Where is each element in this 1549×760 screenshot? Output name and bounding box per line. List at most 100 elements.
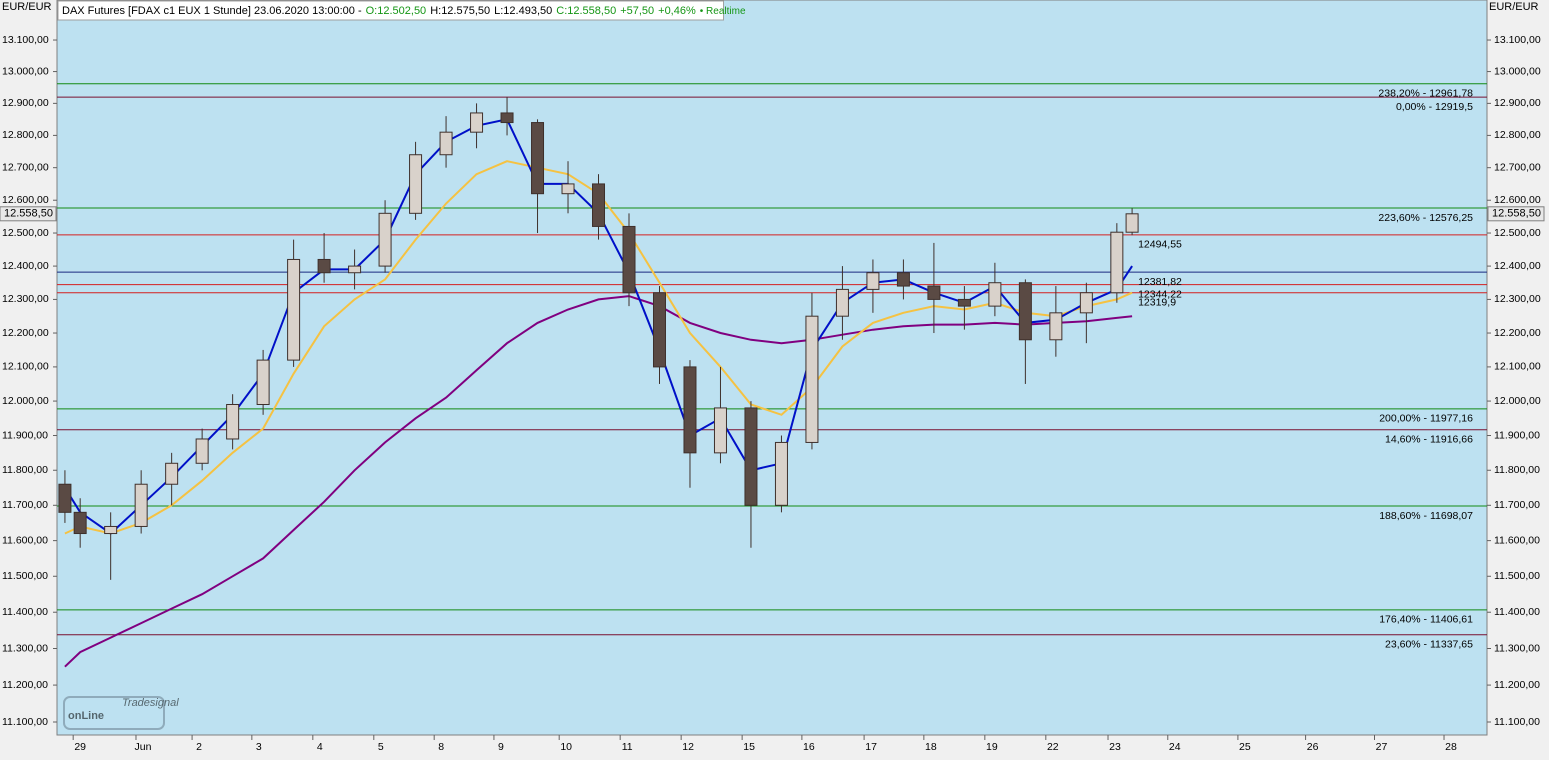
candle-body (317, 258, 331, 274)
fib-label: 14,60% - 11916,66 (1385, 434, 1473, 446)
y-tick-label-left: 11.400,00 (2, 606, 48, 618)
fib-label: 200,00% - 11977,16 (1379, 413, 1473, 425)
quote-change-pct: +0,46% (658, 5, 696, 17)
y-tick-label-right: 11.200,00 (1494, 679, 1540, 691)
candle-body (104, 525, 118, 535)
candle-body (927, 285, 941, 300)
candle-body (226, 404, 240, 440)
x-tick-label: Jun (135, 741, 152, 753)
last-price-tag-right-box (1487, 206, 1545, 222)
header-title: DAX Futures [FDAX c1 EUX 1 Stunde] 23.06… (62, 5, 362, 17)
y-tick-label-right: 12.400,00 (1494, 260, 1541, 272)
y-tick-label-left: 12.400,00 (2, 260, 49, 272)
y-tick-label-left: 11.800,00 (2, 464, 48, 476)
y-tick-label-left: 11.300,00 (2, 642, 48, 654)
candle-body (866, 272, 880, 290)
x-tick-label: 2 (196, 741, 202, 753)
candle-body (1018, 282, 1032, 341)
candle-body (531, 122, 545, 195)
currency-left: EUR/EUR (2, 1, 52, 13)
last-price-tag-left: 12.558,50 (4, 208, 53, 220)
quote-high: H:12.575,50 (430, 5, 490, 17)
y-tick-label-right: 13.100,00 (1494, 34, 1541, 46)
y-tick-label-right: 11.600,00 (1494, 534, 1540, 546)
candle-body (1079, 292, 1093, 314)
y-tick-label-left: 12.000,00 (2, 395, 49, 407)
candle-body (1125, 213, 1139, 233)
logo-main: onLine (68, 710, 104, 722)
candle-body (652, 292, 666, 368)
y-tick-label-right: 12.800,00 (1494, 129, 1541, 141)
fib-label: 23,60% - 11337,65 (1385, 639, 1473, 651)
x-tick-label: 5 (378, 741, 384, 753)
y-tick-label-right: 11.100,00 (1494, 716, 1540, 728)
logo-small: Tradesignal (122, 697, 179, 709)
y-tick-label-left: 12.300,00 (2, 293, 49, 305)
candle-body (378, 212, 392, 267)
y-tick-label-right: 12.200,00 (1494, 327, 1541, 339)
quote-open: O:12.502,50 (366, 5, 427, 17)
candle-body (683, 366, 697, 454)
quote-change: +57,50 (620, 5, 654, 17)
candle-body (256, 359, 270, 406)
candle-body (195, 438, 209, 464)
y-tick-label-right: 11.500,00 (1494, 570, 1540, 582)
x-tick-label: 3 (256, 741, 262, 753)
candle-body (957, 298, 971, 307)
candle-body (1049, 312, 1063, 341)
y-tick-label-right: 12.600,00 (1494, 194, 1541, 206)
candle-body (409, 154, 423, 214)
y-tick-label-left: 11.200,00 (2, 679, 48, 691)
x-tick-label: 16 (803, 741, 815, 753)
candle-body (500, 112, 514, 124)
logo: Tradesignal onLine (63, 696, 179, 730)
x-tick-label: 23 (1109, 741, 1121, 753)
x-tick-label: 27 (1376, 741, 1388, 753)
fib-label: 0,00% - 12919,5 (1396, 101, 1473, 113)
y-tick-label-right: 12.000,00 (1494, 395, 1541, 407)
y-tick-label-left: 13.100,00 (2, 34, 49, 46)
last-price-tag-left-box (0, 206, 57, 222)
y-tick-label-left: 11.100,00 (2, 716, 48, 728)
x-tick-label: 11 (622, 741, 633, 753)
fib-label: 188,60% - 11698,07 (1379, 510, 1473, 522)
y-tick-label-left: 12.100,00 (2, 361, 49, 373)
candle-body (713, 407, 727, 454)
candle-body (774, 441, 788, 506)
y-tick-label-right: 12.500,00 (1494, 227, 1541, 239)
candle-body (165, 462, 179, 485)
fib-label: 238,20% - 12961,78 (1378, 87, 1473, 99)
quote-close: C:12.558,50 (556, 5, 616, 17)
candle-body (470, 112, 484, 133)
y-tick-label-right: 12.100,00 (1494, 361, 1541, 373)
fib-label: 176,40% - 11406,61 (1379, 614, 1473, 626)
x-tick-label: 4 (317, 741, 323, 753)
x-tick-label: 19 (986, 741, 998, 753)
candle-body (622, 225, 636, 294)
y-tick-label-left: 11.600,00 (2, 534, 48, 546)
x-tick-label: 24 (1169, 741, 1181, 753)
x-tick-label: 10 (560, 741, 572, 753)
y-tick-label-right: 12.300,00 (1494, 293, 1541, 305)
candle-body (439, 131, 453, 156)
y-tick-label-left: 12.500,00 (2, 227, 49, 239)
plot-area (56, 0, 1488, 736)
y-tick-label-right: 11.300,00 (1494, 642, 1540, 654)
candle-body (744, 407, 758, 506)
price-level-label: 12319,9 (1138, 297, 1176, 309)
y-tick-label-left: 12.200,00 (2, 327, 49, 339)
x-tick-label: 8 (438, 741, 444, 753)
y-tick-label-left: 11.900,00 (2, 429, 48, 441)
currency-right: EUR/EUR (1489, 1, 1539, 13)
header-box (57, 0, 725, 21)
x-tick-label: 9 (498, 741, 504, 753)
candle-body (561, 183, 575, 195)
candle-body (805, 315, 819, 443)
y-tick-label-left: 12.800,00 (2, 129, 49, 141)
candle-body (58, 483, 72, 513)
x-tick-label: 15 (743, 741, 755, 753)
candle-body (348, 265, 362, 274)
header: DAX Futures [FDAX c1 EUX 1 Stunde] 23.06… (62, 5, 746, 17)
